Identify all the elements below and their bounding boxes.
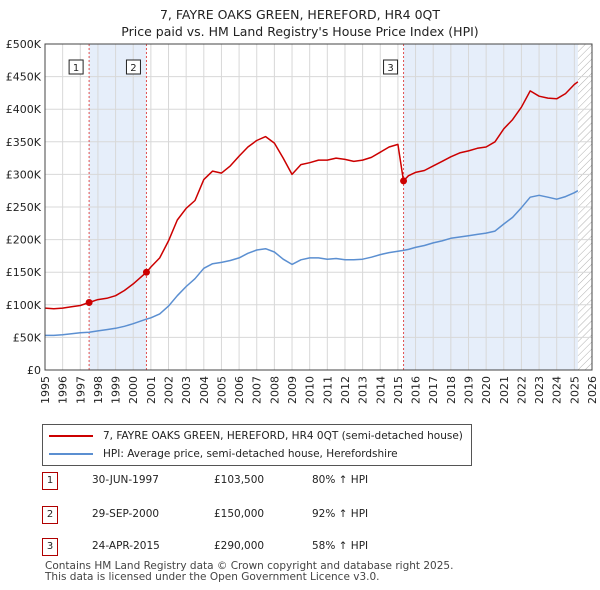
y-tick-label: £350K (6, 136, 42, 149)
footer-line-2: This data is licensed under the Open Gov… (45, 571, 380, 583)
y-tick-label: £250K (6, 201, 42, 214)
table-row: 1 30-JUN-1997 £103,500 80% ↑ HPI (42, 470, 600, 490)
y-tick-label: £100K (6, 299, 42, 312)
x-tick-label: 2003 (180, 376, 193, 404)
y-tick-label: £300K (6, 168, 42, 181)
x-tick-label: 2022 (515, 376, 528, 404)
legend-label-hpi: HPI: Average price, semi-detached house,… (103, 448, 398, 460)
x-tick-label: 2020 (480, 376, 493, 404)
x-tick-label: 2012 (339, 376, 352, 404)
x-tick-label: 2005 (215, 376, 228, 404)
footer-attribution: Contains HM Land Registry data © Crown c… (45, 561, 453, 583)
x-tick-label: 2018 (445, 376, 458, 404)
legend-swatch-property (49, 435, 93, 437)
x-tick-label: 2024 (551, 376, 564, 404)
transaction-hpi: 80% ↑ HPI (312, 474, 369, 486)
y-tick-label: £500K (6, 38, 42, 51)
marker-3-label: 3 (387, 63, 393, 74)
price-chart: 1 2 3 £0 £50K £100K £150K £200K £250K £300K £350K £… (6, 38, 599, 404)
y-tick-label: £400K (6, 103, 42, 116)
x-tick-label: 2000 (127, 376, 140, 404)
plot-frame (44, 43, 593, 371)
chart-title: 7, FAYRE OAKS GREEN, HEREFORD, HR4 0QT (159, 7, 441, 22)
marker-2-label: 2 (130, 63, 136, 74)
legend-label-property: 7, FAYRE OAKS GREEN, HEREFORD, HR4 0QT (… (103, 430, 463, 442)
x-tick-label: 2017 (427, 376, 440, 404)
legend-swatch-hpi (49, 453, 93, 455)
x-tick-label: 2010 (304, 376, 317, 404)
x-tick-label: 1996 (57, 376, 70, 404)
x-tick-label: 2011 (321, 376, 334, 404)
x-tick-label: 2008 (268, 376, 281, 404)
transaction-badge: 3 (42, 538, 58, 556)
property-price-line (44, 81, 579, 310)
x-tick-label: 2001 (145, 376, 158, 404)
table-row: 2 29-SEP-2000 £150,000 92% ↑ HPI (42, 504, 600, 524)
x-tick-label: 2021 (498, 376, 511, 404)
footer-line-1: Contains HM Land Registry data © Crown c… (45, 560, 454, 572)
x-tick-label: 2009 (286, 376, 299, 404)
x-tick-label: 2025 (568, 376, 581, 404)
marker-1-label: 1 (73, 63, 79, 74)
chart-legend: 7, FAYRE OAKS GREEN, HEREFORD, HR4 0QT (… (42, 424, 472, 466)
x-tick-label: 1999 (110, 376, 123, 404)
legend-item-property: 7, FAYRE OAKS GREEN, HEREFORD, HR4 0QT (… (49, 428, 463, 444)
x-tick-label: 1997 (74, 376, 87, 404)
table-row: 3 24-APR-2015 £290,000 58% ↑ HPI (42, 536, 600, 556)
transaction-price: £103,500 (214, 474, 265, 486)
y-tick-label: £0 (27, 364, 41, 377)
marker-3-box (383, 59, 399, 75)
x-tick-label: 2007 (251, 376, 264, 404)
x-tick-label: 2026 (586, 376, 599, 404)
legend-item-hpi: HPI: Average price, semi-detached house,… (49, 446, 398, 462)
transaction-date: 24-APR-2015 (92, 540, 160, 552)
x-tick-label: 2002 (163, 376, 176, 404)
chart-subtitle: Price paid vs. HM Land Registry's House … (121, 24, 479, 39)
transaction-badge: 1 (42, 472, 58, 490)
y-tick-label: £450K (6, 71, 42, 84)
x-tick-label: 2014 (374, 376, 387, 404)
x-tick-label: 2015 (392, 376, 405, 404)
y-tick-label: £150K (6, 266, 42, 279)
transaction-hpi: 58% ↑ HPI (312, 540, 369, 552)
x-tick-label: 1998 (92, 376, 105, 404)
transaction-price: £290,000 (214, 540, 265, 552)
x-tick-label: 1995 (39, 376, 52, 404)
transaction-price: £150,000 (214, 508, 265, 520)
transaction-badge: 2 (42, 506, 58, 524)
x-tick-label: 2004 (198, 376, 211, 404)
x-tick-label: 2016 (410, 376, 423, 404)
y-tick-label: £50K (13, 331, 42, 344)
sale-point-2 (142, 268, 150, 276)
transaction-hpi: 92% ↑ HPI (312, 508, 369, 520)
y-tick-label: £200K (6, 234, 42, 247)
x-tick-label: 2019 (462, 376, 475, 404)
sale-point-3 (400, 177, 408, 185)
sale-point-1 (85, 299, 93, 307)
transaction-date: 30-JUN-1997 (92, 474, 159, 486)
x-tick-label: 2013 (357, 376, 370, 404)
x-tick-label: 2023 (533, 376, 546, 404)
marker-1-box (68, 59, 84, 75)
transaction-date: 29-SEP-2000 (92, 508, 160, 520)
x-tick-label: 2006 (233, 376, 246, 404)
hpi-line (45, 190, 579, 337)
marker-2-box (125, 59, 141, 75)
